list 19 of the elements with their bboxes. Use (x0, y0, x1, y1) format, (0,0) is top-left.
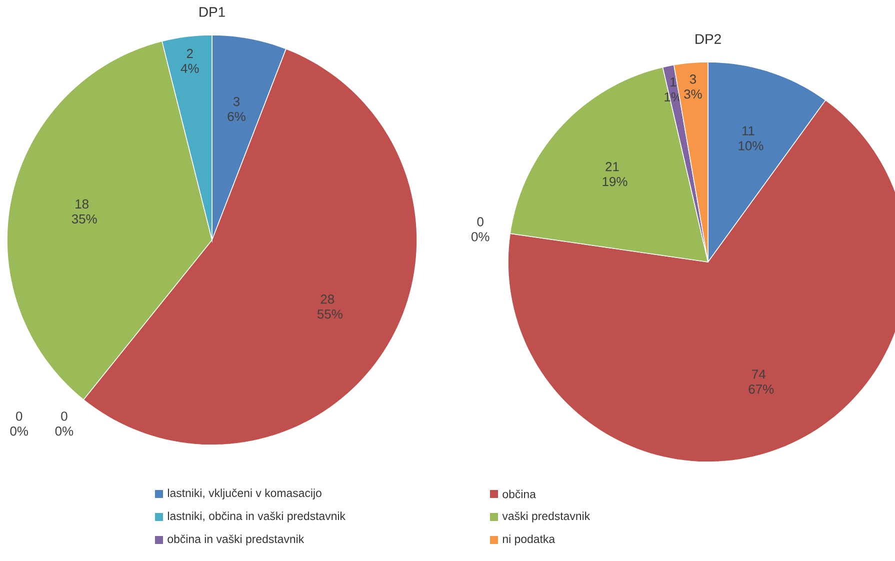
data-label: 11 10% (738, 126, 764, 150)
chart-title: DP1 (200, 7, 225, 17)
legend-label: občina in vaški predstavnik (168, 534, 304, 546)
data-label: 3 6% (228, 96, 246, 122)
data-label: 28 55% (317, 294, 342, 319)
legend-label: lastniki, vključeni v komasacijo (168, 488, 322, 500)
data-label: 74 67% (748, 370, 774, 394)
data-label: 21 19% (602, 162, 628, 186)
legend-label: ni podatka (502, 534, 556, 546)
text: 0 0% (10, 412, 28, 436)
legend-label: občina (502, 490, 536, 498)
data-label: 3 3% (684, 74, 702, 99)
legend-label: lastniki, občina in vaški predstavnik (168, 512, 346, 522)
data-label: 2 4% (180, 48, 199, 73)
chart-title: DP2 (696, 34, 721, 44)
legend-label: vaški predstavnik (502, 512, 590, 522)
text: 0 0% (471, 217, 490, 242)
text: 0 0% (55, 412, 74, 436)
data-label: 18 35% (72, 199, 97, 224)
